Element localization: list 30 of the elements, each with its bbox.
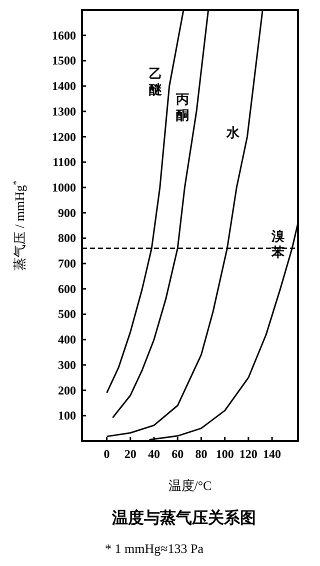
series-label: 水 [226,124,241,140]
series-label: 乙醚 [148,66,163,98]
x-tick-label: 120 [239,447,258,461]
x-tick-label: 40 [148,447,160,461]
y-tick-label: 200 [58,383,76,398]
x-axis-title: 温度/°C [168,478,212,493]
y-tick-label: 100 [58,408,76,423]
y-tick-label: 1400 [52,79,76,94]
y-tick-label: 800 [58,231,76,246]
x-tick-label: 80 [195,447,208,461]
x-tick-label: 20 [124,447,136,461]
y-tick-label: 1600 [52,28,76,42]
y-tick-label: 700 [58,256,76,271]
y-tick-label: 1000 [52,180,76,194]
y-tick-label: 900 [58,206,76,220]
y-tick-label: 1300 [52,104,76,118]
y-tick-label: 400 [58,332,76,347]
y-tick-label: 1200 [52,130,76,144]
x-tick-label: 140 [263,447,282,461]
y-tick-label: 300 [58,358,76,372]
x-tick-label: 100 [216,447,234,461]
text: 温度与蒸气压关系图 [111,508,256,527]
x-tick-label: 60 [172,447,184,461]
y-tick-label: 500 [58,307,76,322]
y-tick-label: 1500 [52,54,76,68]
x-tick-label: 0 [104,447,110,461]
y-tick-label: 600 [58,282,76,296]
text: * 1 mmHg≈133 Pa [105,541,204,556]
y-tick-label: 1100 [52,155,76,170]
series-label: 丙酮 [174,91,189,122]
